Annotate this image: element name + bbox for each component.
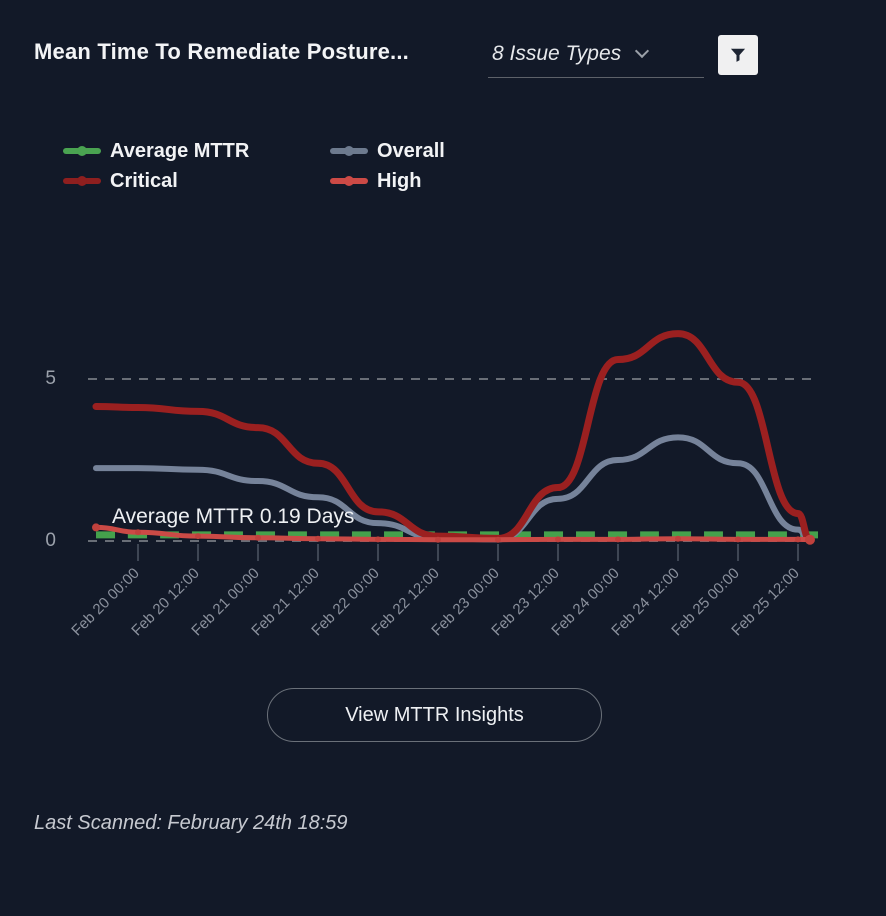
page-title: Mean Time To Remediate Posture... xyxy=(34,39,409,64)
last-scanned-text: Last Scanned: February 24th 18:59 xyxy=(34,812,348,834)
legend-item-overall[interactable]: Overall xyxy=(330,136,445,166)
legend-swatch-average-mttr xyxy=(63,146,101,156)
funnel-icon xyxy=(728,45,748,65)
y-axis-tick-0: 0 xyxy=(45,530,56,551)
filter-button[interactable] xyxy=(718,35,758,75)
legend-swatch-overall xyxy=(330,146,368,156)
legend-swatch-high xyxy=(330,176,368,186)
legend-swatch-critical xyxy=(63,176,101,186)
average-mttr-annotation: Average MTTR 0.19 Days xyxy=(112,505,355,528)
legend-item-average-mttr[interactable]: Average MTTR xyxy=(63,136,330,166)
legend-item-critical[interactable]: Critical xyxy=(63,166,330,196)
legend-label: Average MTTR xyxy=(110,139,250,162)
chart-legend: Average MTTR Overall Critical High xyxy=(63,136,445,196)
issue-types-value: 8 Issue Types xyxy=(492,41,622,65)
legend-item-high[interactable]: High xyxy=(330,166,445,196)
issue-types-dropdown[interactable]: 8 Issue Types xyxy=(488,30,704,78)
legend-label: Critical xyxy=(110,169,178,192)
legend-label: High xyxy=(377,169,422,192)
view-mttr-insights-button[interactable]: View MTTR Insights xyxy=(267,688,602,742)
legend-label: Overall xyxy=(377,139,445,162)
y-axis-tick-5: 5 xyxy=(45,368,56,389)
